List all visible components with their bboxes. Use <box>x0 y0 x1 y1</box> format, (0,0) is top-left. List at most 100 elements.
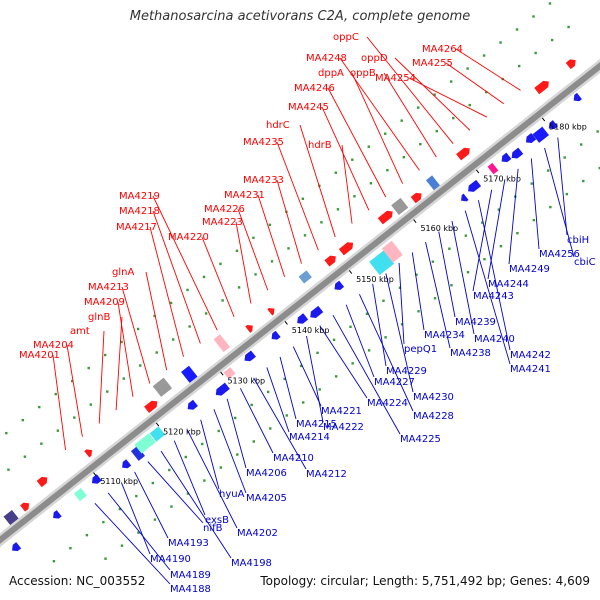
ring-dot <box>499 244 503 248</box>
ring-dot <box>54 392 57 396</box>
ring-dot <box>135 494 138 498</box>
forward-label-leader <box>98 330 105 424</box>
reverse-label-leader <box>425 241 451 349</box>
forward-gene-arrow <box>84 449 93 458</box>
ring-dot <box>481 221 484 224</box>
reverse-label-leader <box>530 158 540 250</box>
forward-label-leader <box>237 208 269 291</box>
ring-dot <box>384 132 387 135</box>
gene-box <box>223 367 236 380</box>
forward-label-leader <box>327 87 387 198</box>
ring-dot <box>316 351 319 355</box>
ring-dot <box>515 28 519 31</box>
reverse-label-leader <box>226 398 247 469</box>
forward-gene-arrow <box>267 307 275 316</box>
reverse-gene-arrow <box>91 474 102 484</box>
forward-gene-label: MA4201 <box>19 350 60 361</box>
forward-gene-label: MA4248 <box>306 53 347 64</box>
ring-dot <box>188 325 191 328</box>
ring-dot <box>567 25 570 29</box>
reverse-gene-label: MA4242 <box>510 350 551 361</box>
reverse-gene-label: MA4210 <box>273 453 314 464</box>
reverse-label-leader <box>306 336 324 423</box>
reverse-gene-label: MA4225 <box>400 434 441 445</box>
reverse-gene-label: MA4243 <box>473 291 514 302</box>
ring-dot <box>351 158 354 161</box>
forward-gene-arrow <box>534 80 549 95</box>
gene-box <box>134 433 156 454</box>
reverse-gene-label: MA4228 <box>413 411 454 422</box>
reverse-gene-label: exsB <box>205 515 229 526</box>
ring-dot <box>349 325 352 329</box>
ring-dot <box>118 507 122 511</box>
forward-label-leader <box>276 141 319 251</box>
ring-dot <box>419 142 422 146</box>
reverse-label-leader <box>557 137 568 236</box>
forward-gene-label: MA4264 <box>422 44 463 55</box>
forward-gene-label: MA4231 <box>224 190 265 201</box>
ring-dot <box>452 116 455 120</box>
forward-gene-arrow <box>245 324 253 333</box>
reverse-label-leader <box>187 429 238 529</box>
forward-gene-label: amt <box>70 326 90 337</box>
reverse-label-leader <box>372 283 387 367</box>
ring-dot <box>417 310 420 313</box>
genome-summary-text: Topology: circular; Length: 5,751,492 bp… <box>260 574 590 588</box>
gene-box <box>213 334 231 353</box>
ring-dot <box>184 455 187 459</box>
ring-dot <box>517 64 521 68</box>
gene-box <box>487 162 499 175</box>
forward-gene-label: oppD <box>361 53 388 64</box>
gene-box <box>130 446 146 461</box>
ring-dot <box>415 273 418 276</box>
reverse-gene-label: MA4230 <box>413 392 454 403</box>
reverse-label-leader <box>319 325 368 399</box>
ring-dot <box>320 221 323 224</box>
reverse-label-leader <box>544 147 575 258</box>
ring-dot <box>217 429 220 433</box>
ring-dot <box>287 247 290 250</box>
reverse-gene-arrow <box>468 179 482 192</box>
reverse-label-leader <box>213 409 247 494</box>
forward-gene-label: MA4209 <box>84 297 125 308</box>
ring-dot <box>252 236 255 240</box>
reverse-gene-label: MA4193 <box>168 538 209 549</box>
ring-dot <box>103 353 107 357</box>
reverse-label-leader <box>173 440 206 516</box>
gene-box <box>425 175 441 191</box>
scale-tick <box>155 422 160 427</box>
ring-dot <box>252 440 255 443</box>
forward-gene-label: MA4204 <box>33 340 74 351</box>
reverse-gene-arrow <box>122 459 132 469</box>
forward-label-leader <box>299 124 336 238</box>
forward-label-leader <box>366 36 454 144</box>
reverse-gene-label: MA4240 <box>474 334 515 345</box>
ring-dot <box>367 145 370 148</box>
ring-dot <box>236 453 239 456</box>
ring-dot <box>464 234 468 237</box>
reverse-gene-label: MA4224 <box>367 398 408 409</box>
ring-dot <box>400 323 404 326</box>
scale-tick-label: 5130 kbp <box>227 377 265 386</box>
forward-gene-label: MA4246 <box>294 83 335 94</box>
ring-dot <box>367 349 371 352</box>
ring-dot <box>21 418 24 422</box>
ring-dot <box>270 260 274 263</box>
ring-dot <box>219 466 223 469</box>
ring-dot <box>89 403 93 406</box>
forward-gene-label: oppC <box>333 32 359 43</box>
ring-dot <box>547 169 550 172</box>
forward-gene-label: oppB <box>350 68 376 79</box>
reverse-gene-label: MA4206 <box>246 468 287 479</box>
forward-label-leader <box>351 72 404 184</box>
forward-label-leader <box>201 236 235 318</box>
ring-dot <box>549 205 552 209</box>
ring-dot <box>598 166 600 170</box>
gene-box <box>532 126 549 143</box>
reverse-gene-arrow <box>244 350 256 362</box>
reverse-label-leader <box>487 179 506 280</box>
forward-gene-label: MA4235 <box>243 137 284 148</box>
ring-dot <box>448 247 451 250</box>
reverse-label-leader <box>345 304 375 378</box>
forward-gene-label: MA4217 <box>116 222 157 233</box>
